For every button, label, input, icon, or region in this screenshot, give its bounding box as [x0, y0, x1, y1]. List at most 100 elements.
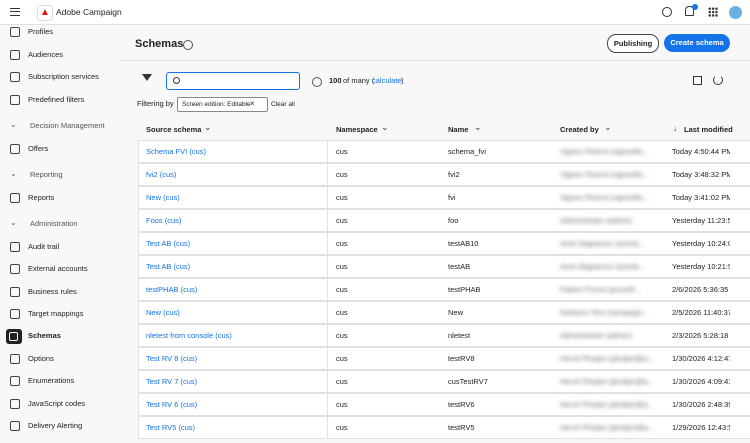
sort-chevron: ⌄ — [474, 122, 482, 132]
refresh-button[interactable] — [713, 75, 723, 85]
clear-all[interactable]: Clear all — [271, 101, 295, 108]
created-by: Administrator (admin) — [560, 331, 632, 340]
calculate-link[interactable]: calculate — [372, 76, 402, 85]
table-row[interactable] — [138, 370, 750, 393]
nav-icon — [10, 27, 20, 37]
nav-item[interactable]: Offers — [28, 143, 49, 153]
nav-item[interactable]: Delivery Alerting — [28, 420, 83, 430]
nav-item[interactable]: Business rules — [28, 286, 77, 296]
filter-button[interactable] — [142, 74, 152, 81]
nav-item[interactable]: Enumerations — [28, 376, 75, 386]
name: foo — [448, 216, 459, 225]
created-by: Administrator (admin) — [560, 216, 632, 225]
nav-section[interactable]: Administration — [30, 219, 78, 229]
last-modified: 1/30/2026 4:09:41 — [672, 377, 730, 386]
schema-link[interactable]: Foos (cus) — [146, 216, 182, 225]
table-row[interactable] — [138, 140, 750, 163]
nav-item[interactable]: External accounts — [28, 264, 88, 274]
nav-section[interactable]: Reporting — [30, 170, 63, 180]
last-modified: Today 3:41:02 PM — [672, 193, 730, 202]
nav-icon — [10, 192, 20, 203]
apps-button[interactable] — [708, 7, 718, 17]
schema-link[interactable]: New (cus) — [146, 308, 180, 317]
namespace: cus — [336, 239, 348, 248]
chip-close[interactable]: × — [250, 99, 255, 108]
last-modified: Yesterday 10:24:0 — [672, 239, 730, 248]
name: testPHAB — [448, 285, 481, 294]
table-row[interactable] — [138, 393, 750, 416]
column-header[interactable]: Last modified — [684, 125, 733, 134]
column-divider — [327, 301, 328, 324]
schema-link[interactable]: Test RV5 (cus) — [146, 423, 196, 432]
page-title: Schemas — [135, 38, 184, 50]
column-divider — [327, 186, 328, 209]
schema-link[interactable]: Test RV 8 (cus) — [146, 354, 198, 363]
button[interactable]: Publishing — [607, 34, 659, 53]
name: fvi2 — [448, 170, 460, 179]
nav-item[interactable]: Profiles — [28, 27, 54, 36]
nav-item[interactable]: Predefined filters — [28, 94, 85, 104]
last-modified: 1/30/2026 2:48:39 — [672, 400, 730, 409]
notifications-button[interactable] — [685, 6, 694, 16]
nav-icon — [10, 420, 20, 431]
notification-badge — [692, 4, 698, 10]
table-row[interactable] — [138, 301, 750, 324]
column-header[interactable]: Name — [448, 125, 469, 134]
table-row[interactable] — [138, 209, 750, 232]
last-modified: Today 4:50:44 PM — [672, 147, 730, 156]
schema-link[interactable]: testPHAB (cus) — [146, 285, 198, 294]
column-header[interactable]: Created by — [560, 125, 599, 134]
adobe-logo: ▲ — [37, 5, 53, 21]
last-modified: Yesterday 11:23:50 — [672, 216, 730, 225]
schema-link[interactable]: Test AB (cus) — [146, 239, 191, 248]
avatar[interactable] — [729, 6, 742, 19]
nav-item[interactable]: Audiences — [28, 49, 64, 59]
last-modified: 2/5/2026 11:40:37 — [672, 308, 730, 317]
schema-link[interactable]: fvi2 (cus) — [146, 170, 177, 179]
column-settings[interactable] — [693, 76, 702, 85]
menu-button[interactable] — [10, 8, 20, 16]
title-help[interactable] — [183, 40, 193, 50]
nav-item[interactable]: Target mappings — [28, 308, 84, 318]
last-modified: 2/3/2026 5:28:18 — [672, 331, 729, 340]
nav-item[interactable]: Audit trail — [28, 241, 60, 251]
schema-link[interactable]: New (cus) — [146, 193, 180, 202]
sort-arrow: ↓ — [673, 124, 677, 133]
button[interactable]: Create schema — [664, 34, 730, 52]
created-by: Nolwenn Test (campaign... — [560, 308, 649, 317]
section-chevron: ⌄ — [10, 120, 17, 130]
nav-icon — [10, 398, 20, 409]
nav-item[interactable]: Schemas — [28, 331, 61, 341]
last-modified: 1/30/2026 4:12:47 — [672, 354, 730, 363]
table-row[interactable] — [138, 163, 750, 186]
nav-item[interactable]: Options — [28, 353, 54, 363]
schema-link[interactable]: Schema FVI (cus) — [146, 147, 207, 156]
table-row[interactable] — [138, 324, 750, 347]
nav-item[interactable]: Subscription services — [28, 72, 99, 82]
count-text: of many ( — [343, 76, 375, 85]
table-row[interactable] — [138, 278, 750, 301]
table-row[interactable] — [138, 186, 750, 209]
created-by: Vignes Florent (vignesflo... — [560, 147, 649, 156]
schema-link[interactable]: Test RV 6 (cus) — [146, 400, 198, 409]
nav-item[interactable]: JavaScript codes — [28, 398, 86, 408]
count: 100 — [329, 76, 342, 85]
schema-link[interactable]: Test AB (cus) — [146, 262, 191, 271]
table-row[interactable] — [138, 255, 750, 278]
search-input[interactable] — [166, 72, 300, 90]
column-divider — [327, 163, 328, 186]
filter-label: Filtering by — [137, 99, 174, 108]
schema-link[interactable]: Test RV 7 (cus) — [146, 377, 198, 386]
table-row[interactable] — [138, 416, 750, 439]
nav-item[interactable]: Reports — [28, 192, 55, 202]
schema-link[interactable]: nletest from console (cus) — [146, 331, 232, 340]
help-button[interactable] — [662, 7, 672, 17]
table-row[interactable] — [138, 232, 750, 255]
filter-chip[interactable]: Screen edition: Editable — [177, 97, 268, 112]
nav-section[interactable]: Decision Management — [30, 121, 105, 131]
column-header[interactable]: Source schema — [146, 125, 202, 134]
created-by: Hervé Phulpin (phulpin@a... — [560, 400, 654, 409]
table-row[interactable] — [138, 347, 750, 370]
column-header[interactable]: Namespace — [336, 125, 378, 134]
